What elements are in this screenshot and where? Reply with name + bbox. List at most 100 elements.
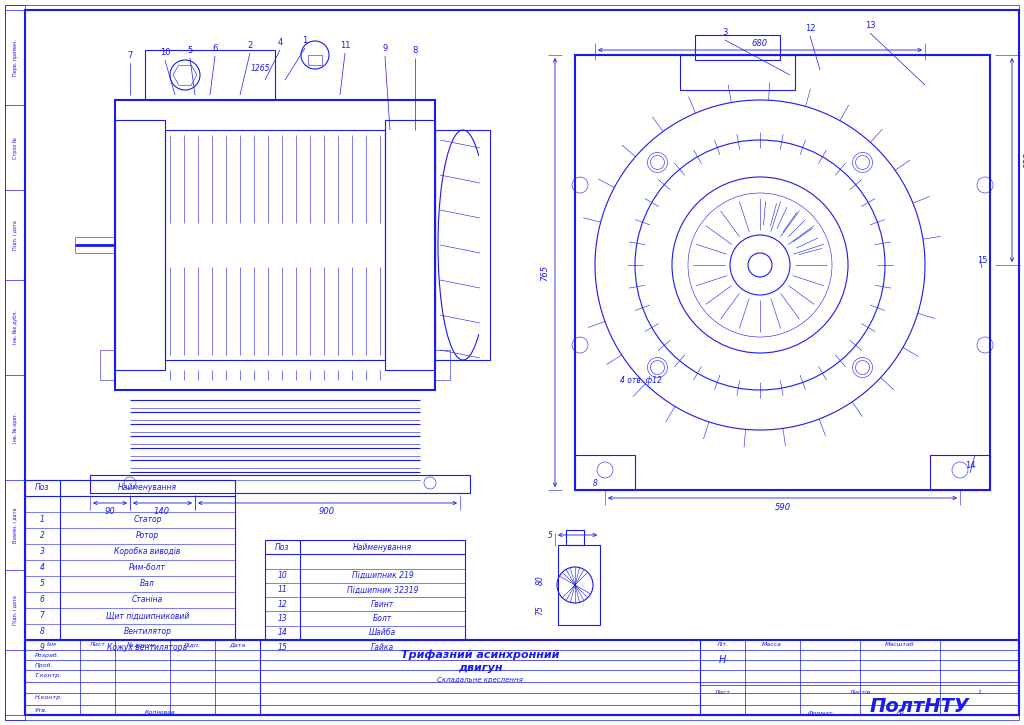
Text: 3: 3 (40, 547, 44, 557)
Text: Н.контр.: Н.контр. (35, 695, 63, 700)
Bar (25, 480, 234, 640)
Text: 10: 10 (278, 571, 287, 580)
Text: Масса: Масса (762, 642, 782, 647)
Text: Розраб.: Розраб. (35, 652, 59, 658)
Text: 140: 140 (154, 507, 170, 515)
Text: Ізм: Ізм (47, 642, 57, 647)
Bar (90, 475, 470, 493)
Bar (695, 35, 780, 60)
Text: Підп.: Підп. (183, 642, 201, 647)
Bar (558, 545, 600, 625)
Text: 11: 11 (278, 586, 287, 594)
Text: Проб.: Проб. (35, 663, 53, 668)
Bar (165, 130, 385, 360)
Text: 8: 8 (40, 628, 44, 637)
Text: Ротор: Ротор (136, 531, 159, 541)
Text: Підп. і дата: Підп. і дата (12, 595, 17, 625)
Text: Поз: Поз (274, 542, 289, 552)
Text: 680: 680 (752, 38, 768, 48)
Text: Масштаб: Масштаб (885, 642, 914, 647)
Text: двигун: двигун (458, 663, 502, 673)
Text: Складальне креслення: Складальне креслення (437, 677, 523, 683)
Bar (385, 120, 435, 370)
Text: 765: 765 (541, 265, 550, 281)
Text: 11: 11 (340, 41, 350, 49)
Text: 4: 4 (40, 563, 44, 573)
Text: 15: 15 (278, 642, 287, 652)
Bar (115, 120, 165, 370)
Text: Гайка: Гайка (371, 642, 394, 652)
Text: 6: 6 (212, 44, 218, 52)
Text: 75: 75 (536, 605, 545, 615)
Text: 8: 8 (593, 478, 597, 487)
Text: 14: 14 (965, 460, 975, 470)
Text: 80: 80 (536, 575, 545, 585)
Text: 15: 15 (977, 255, 987, 265)
Text: Літ.: Літ. (716, 642, 728, 647)
Text: 1: 1 (40, 515, 44, 524)
Text: 90: 90 (104, 507, 116, 515)
Text: 590: 590 (774, 503, 791, 513)
Text: Н: Н (718, 655, 726, 665)
Text: Поз: Поз (35, 484, 49, 492)
Text: 7: 7 (40, 611, 44, 621)
Bar (930, 455, 990, 490)
Text: 12: 12 (278, 600, 287, 609)
Text: Строк №: Строк № (12, 136, 17, 159)
Text: Формат: Формат (807, 710, 833, 716)
Text: 4: 4 (278, 38, 283, 46)
Text: № докум.: № докум. (127, 642, 158, 648)
Text: Підшипник 32319: Підшипник 32319 (347, 586, 418, 594)
Text: Підшипник 219: Підшипник 219 (351, 571, 414, 580)
Text: 1: 1 (302, 36, 307, 44)
Text: Болт: Болт (373, 614, 392, 623)
Text: 3: 3 (722, 28, 728, 36)
Text: Найменування: Найменування (353, 542, 412, 552)
Text: 8: 8 (413, 46, 418, 54)
Text: 4 отв. ф12: 4 отв. ф12 (620, 376, 662, 384)
Text: Коробка виводів: Коробка виводів (115, 547, 180, 557)
Text: 7: 7 (127, 51, 133, 59)
Text: 5: 5 (548, 531, 552, 541)
Text: Лист: Лист (89, 642, 104, 647)
Text: 2: 2 (40, 531, 44, 541)
Bar (25, 640, 1019, 715)
Text: Листів: Листів (849, 689, 870, 695)
Text: 14: 14 (278, 629, 287, 637)
Bar (435, 350, 450, 380)
Text: Статор: Статор (133, 515, 162, 524)
Text: 13: 13 (278, 614, 287, 623)
Text: Щит підшипниковий: Щит підшипниковий (105, 611, 189, 621)
Bar (566, 530, 584, 545)
Text: Підп. і дата: Підп. і дата (12, 220, 17, 250)
Text: Інв. № ориг.: Інв. № ориг. (12, 412, 17, 443)
Text: Рим-болт: Рим-болт (129, 563, 166, 573)
Text: 1265: 1265 (250, 64, 269, 72)
Text: 9: 9 (382, 44, 388, 52)
Text: Інв. №є дубл.: Інв. №є дубл. (12, 310, 17, 344)
Text: Перв. примен.: Перв. примен. (12, 39, 17, 76)
Text: Гвинт: Гвинт (371, 600, 394, 609)
Text: Т.контр.: Т.контр. (35, 674, 62, 679)
Text: 1: 1 (978, 689, 982, 695)
Bar (100, 350, 115, 380)
Text: Дата: Дата (229, 642, 245, 647)
Bar (575, 455, 635, 490)
Bar (115, 100, 435, 390)
Text: Найменування: Найменування (118, 484, 177, 492)
Text: Вал: Вал (140, 579, 155, 589)
Text: Кожух вентилятора: Кожух вентилятора (108, 644, 187, 652)
Bar (575, 55, 990, 490)
Bar (308, 55, 322, 65)
Text: Шайба: Шайба (369, 629, 396, 637)
Text: 5: 5 (40, 579, 44, 589)
Text: 13: 13 (864, 20, 876, 30)
Text: 2: 2 (248, 41, 253, 49)
Text: Копіював: Копіював (144, 710, 175, 716)
Text: 900: 900 (318, 507, 335, 515)
Text: 5: 5 (187, 46, 193, 54)
Bar (145, 50, 275, 100)
Text: Утв.: Утв. (35, 708, 48, 713)
Bar (680, 55, 795, 90)
Text: 12: 12 (805, 23, 815, 33)
